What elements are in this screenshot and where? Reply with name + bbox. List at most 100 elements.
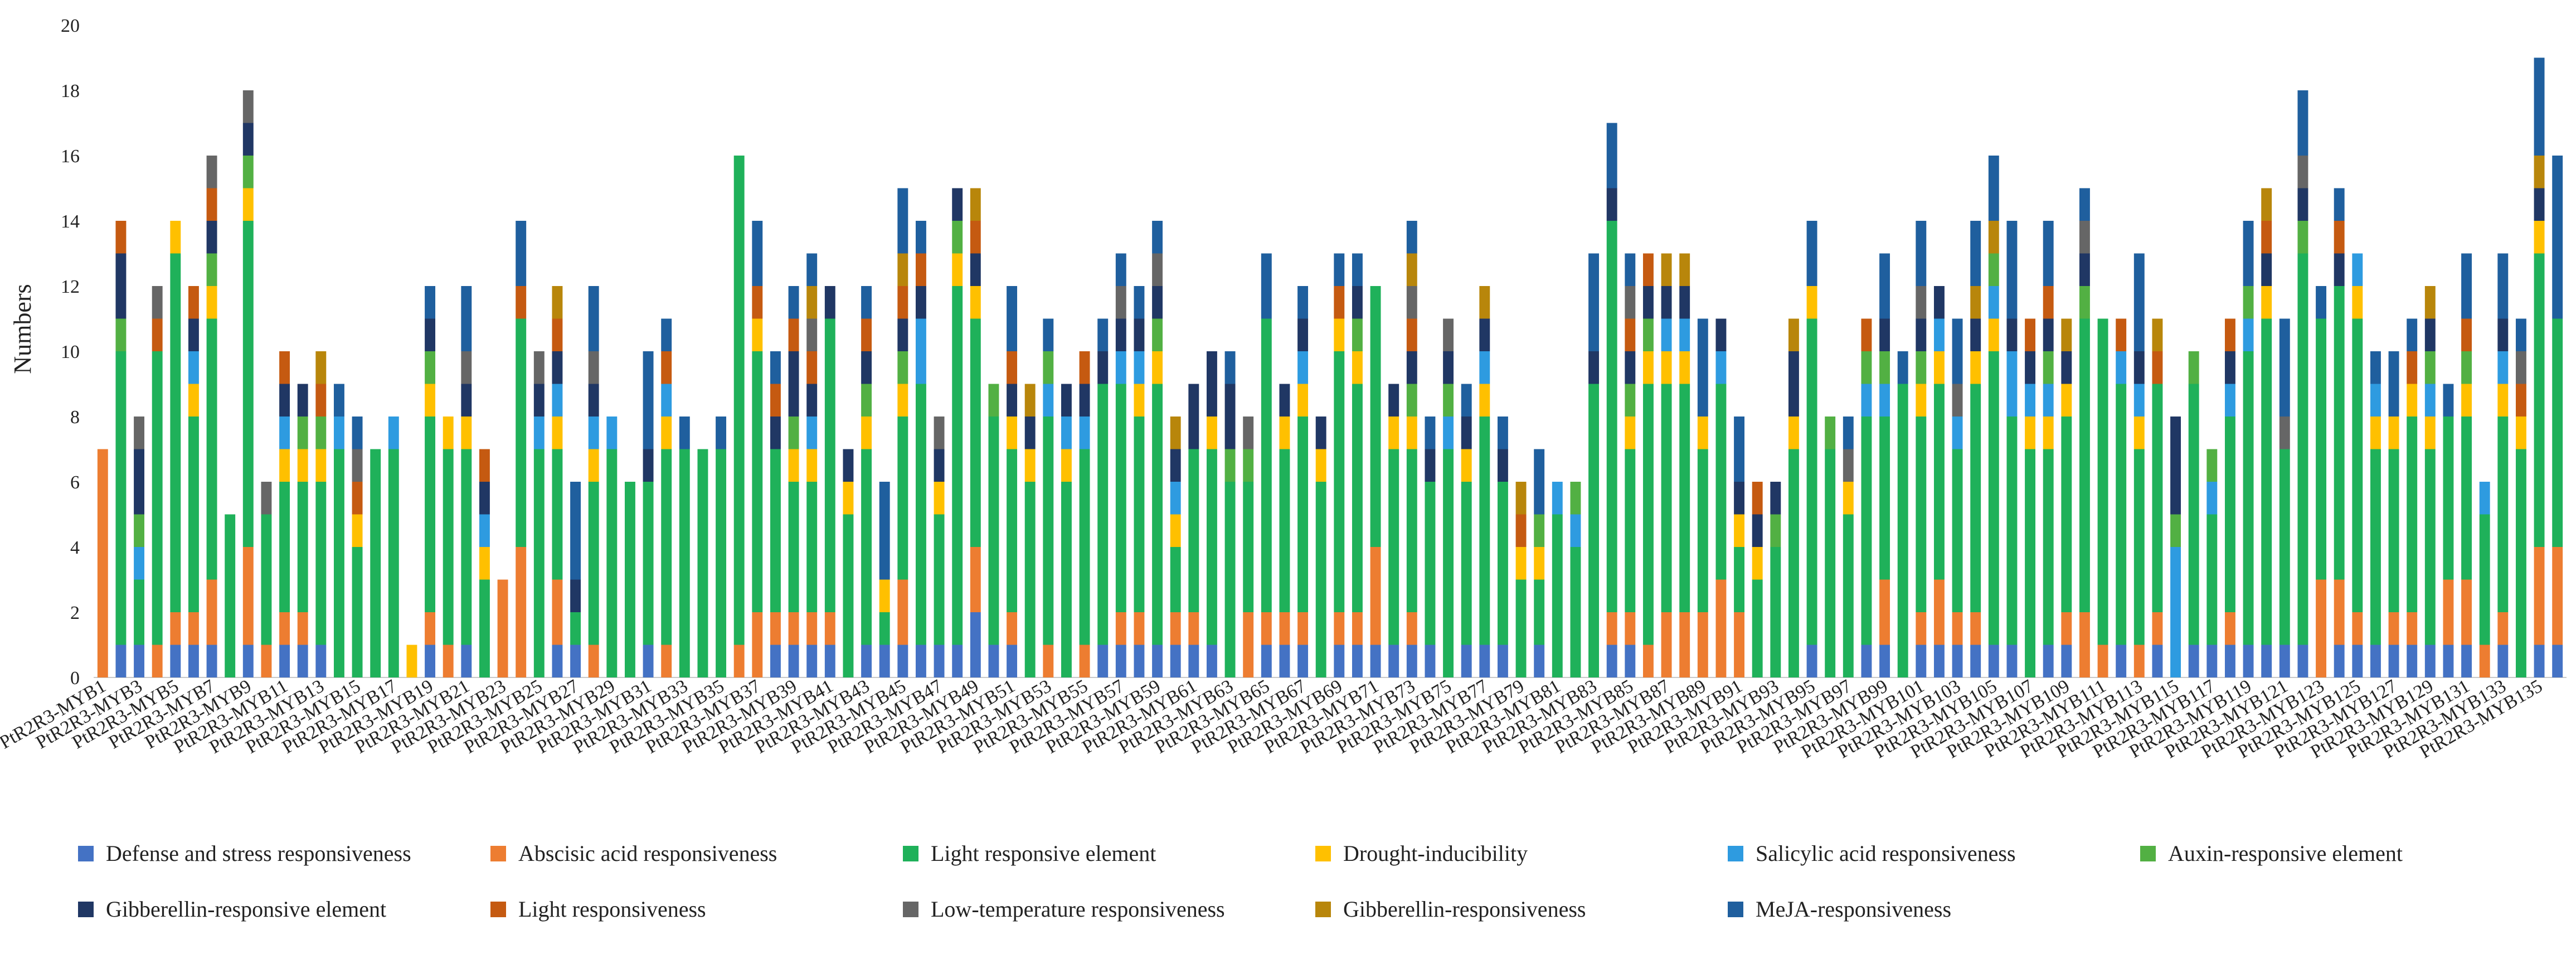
bar-segment [1024, 482, 1036, 677]
bar-segment [770, 384, 781, 417]
bar-segment [570, 482, 581, 580]
bar-segment [2261, 286, 2272, 319]
bar-segment [2388, 351, 2399, 417]
bar-segment [1588, 384, 1600, 677]
bar-segment [661, 351, 672, 384]
bar-segment [934, 645, 945, 677]
bar-segment [279, 645, 290, 677]
bar-segment [461, 351, 472, 384]
bar-segment [188, 645, 199, 677]
bar-segment [1115, 645, 1126, 677]
bar-group [2170, 417, 2181, 677]
bar-group [388, 417, 399, 677]
legend-swatch [2140, 845, 2156, 861]
bar-segment [1479, 286, 1490, 319]
bar-segment [2515, 449, 2526, 677]
bar-segment [1443, 351, 1454, 384]
bar-segment [1697, 612, 1708, 677]
bar-segment [1952, 318, 1963, 384]
bar-segment [588, 449, 599, 482]
bar-segment [2116, 318, 2127, 351]
bar-group [1443, 318, 1454, 677]
bar-segment [624, 482, 635, 677]
bar-segment [1879, 253, 1890, 319]
y-tick-label: 18 [61, 81, 80, 101]
bar-segment [897, 351, 908, 384]
bar-segment [661, 384, 672, 417]
bar-segment [1406, 253, 1417, 286]
bar-segment [1861, 318, 1872, 351]
bar-segment [443, 449, 454, 645]
bar-segment [297, 449, 308, 482]
bar-segment [1588, 351, 1600, 384]
bar-group [1497, 417, 1508, 677]
bar-group [2370, 351, 2381, 677]
bar-segment [2352, 645, 2363, 677]
bar-segment [1515, 514, 1527, 547]
bar-segment [1625, 645, 1636, 677]
bar-segment [1606, 645, 1617, 677]
y-tick-label: 10 [61, 342, 80, 362]
bar-group [2224, 318, 2235, 677]
bar-group [1007, 286, 1018, 677]
bar-segment [2025, 449, 2036, 677]
bar-segment [533, 417, 545, 449]
bar-segment [2279, 449, 2290, 645]
bar-segment [788, 482, 799, 612]
bar-segment [461, 645, 472, 677]
y-axis-label: Numbers [9, 284, 36, 374]
legend-label: Salicylic acid responsiveness [1756, 841, 2016, 866]
bar-segment [1334, 351, 1345, 612]
bar-segment [1134, 286, 1145, 319]
bar-segment [2061, 318, 2072, 351]
bar-segment [2461, 318, 2472, 351]
bar-segment [1752, 482, 1763, 515]
bar-segment [2133, 384, 2145, 417]
bar-segment [2552, 318, 2563, 547]
bar-segment [588, 286, 599, 351]
bar-segment [661, 318, 672, 351]
bar-segment [1970, 612, 1981, 645]
bar-segment [1370, 645, 1381, 677]
bar-group [1315, 417, 1326, 677]
bar-segment [1334, 645, 1345, 677]
bar-segment [2424, 351, 2436, 384]
bar-segment [425, 645, 436, 677]
bar-segment [1497, 417, 1508, 449]
bar-segment [588, 351, 599, 384]
bar-segment [1497, 482, 1508, 645]
bar-segment [1170, 514, 1181, 547]
bar-group [2279, 318, 2290, 677]
bar-group [806, 253, 818, 677]
bar-segment [1625, 449, 1636, 612]
bar-group [1715, 318, 1727, 677]
bar-group [1370, 286, 1381, 677]
bar-segment [1188, 612, 1199, 645]
bar-group [134, 417, 145, 677]
bar-segment [1061, 482, 1072, 677]
bar-segment [1642, 318, 1654, 351]
bar-segment [2515, 417, 2526, 449]
bar-segment [1007, 286, 1018, 351]
bar-segment [1007, 384, 1018, 417]
bar-segment [1243, 449, 1254, 482]
bar-segment [2515, 351, 2526, 384]
bar-segment [1297, 318, 1309, 351]
bar-segment [1024, 384, 1036, 417]
bar-segment [988, 384, 999, 417]
bar-segment [1443, 318, 1454, 351]
bar-segment [1788, 351, 1799, 417]
bar-segment [370, 449, 381, 677]
bar-segment [752, 221, 763, 286]
bar-segment [952, 188, 963, 221]
bar-segment [2261, 645, 2272, 677]
bar-segment [1679, 384, 1690, 612]
bar-segment [1734, 482, 1745, 515]
bar-segment [2188, 645, 2199, 677]
bar-segment [188, 351, 199, 384]
bar-segment [2370, 384, 2381, 417]
bar-segment [970, 221, 981, 254]
bar-group [225, 514, 236, 677]
bar-segment [1079, 645, 1090, 677]
bar-segment [2152, 384, 2163, 612]
